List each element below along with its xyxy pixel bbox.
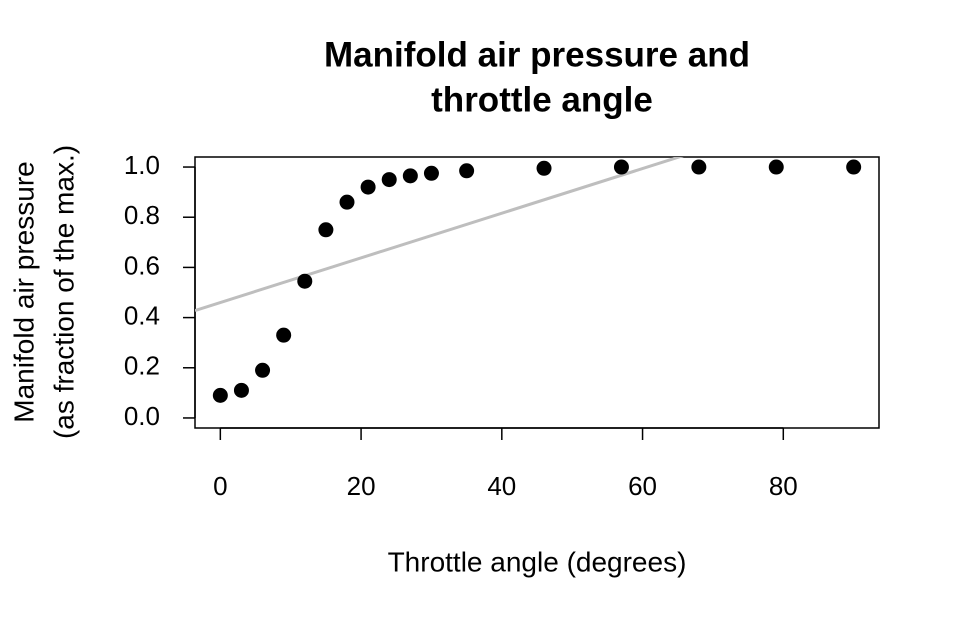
- x-tick-label: 80: [769, 471, 798, 501]
- y-axis-label: Manifold air pressure: [8, 161, 39, 422]
- data-point: [360, 179, 376, 195]
- fit-line-group: [195, 157, 684, 313]
- data-point: [297, 273, 313, 289]
- y-tick-label: 0.2: [124, 351, 160, 381]
- x-tick-label: 20: [347, 471, 376, 501]
- fit-line: [195, 157, 684, 313]
- data-point: [423, 165, 439, 181]
- data-point: [768, 159, 784, 175]
- y-tick-label: 0.4: [124, 300, 160, 330]
- chart-title: throttle angle: [431, 80, 653, 119]
- data-point: [233, 382, 249, 398]
- y-axis-label: (as fraction of the max.): [48, 145, 79, 439]
- x-tick-label: 60: [628, 471, 657, 501]
- x-axis-label: Throttle angle (degrees): [388, 546, 687, 577]
- data-point: [212, 387, 228, 403]
- data-point: [276, 327, 292, 343]
- data-point: [691, 159, 707, 175]
- data-point: [536, 160, 552, 176]
- y-tick-label: 0.8: [124, 200, 160, 230]
- x-tick-label: 40: [487, 471, 516, 501]
- y-tick-label: 1.0: [124, 150, 160, 180]
- data-point: [459, 163, 475, 179]
- y-tick-label: 0.6: [124, 250, 160, 280]
- x-tick-label: 0: [213, 471, 227, 501]
- data-point: [318, 222, 334, 238]
- data-point: [846, 159, 862, 175]
- data-point: [339, 194, 355, 210]
- chart-title: Manifold air pressure and: [324, 35, 750, 74]
- data-point: [613, 159, 629, 175]
- data-point: [381, 172, 397, 188]
- data-point: [402, 168, 418, 184]
- data-point: [255, 362, 271, 378]
- y-tick-label: 0.0: [124, 401, 160, 431]
